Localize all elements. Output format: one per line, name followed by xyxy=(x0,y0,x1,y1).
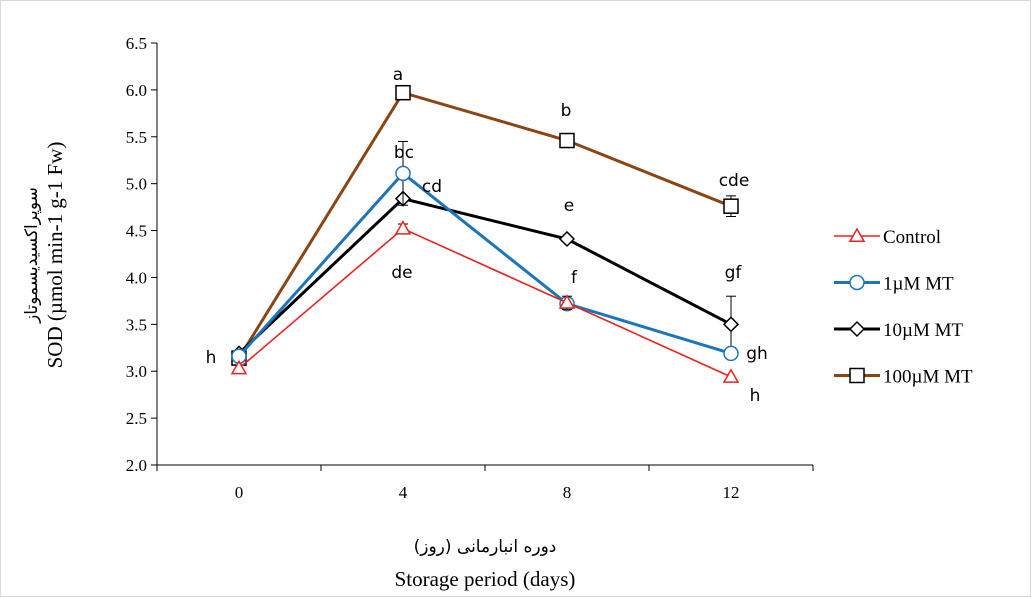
y-tick-label: 4.0 xyxy=(126,268,147,287)
y-axis-title-fa: سوپراکسیدیسموتاز xyxy=(22,187,42,324)
series-line xyxy=(238,227,732,378)
significance-letter: h xyxy=(206,348,217,368)
legend-label: Control xyxy=(883,227,941,248)
legend-item: 10µM MT xyxy=(834,320,963,341)
y-tick-label: 6.0 xyxy=(126,81,147,100)
legend: Control 1µM MT 10µM MT 100µM MT xyxy=(834,227,973,388)
x-tick-label: 0 xyxy=(235,483,244,502)
x-axis-title-fa: دوره انبارمانی (روز) xyxy=(414,537,557,557)
x-axis-title: Storage period (days) xyxy=(395,567,576,591)
data-point xyxy=(394,220,412,235)
x-tick-labels: 0 4 8 12 xyxy=(235,483,740,502)
significance-letter: gf xyxy=(725,263,743,283)
data-point xyxy=(230,359,248,375)
series-line xyxy=(237,171,732,358)
legend-label: 10µM MT xyxy=(883,320,963,341)
y-tick-label: 3.5 xyxy=(126,315,147,334)
y-tick-label: 5.0 xyxy=(126,175,147,194)
series-10-m-mt xyxy=(230,190,740,362)
y-tick-label: 6.5 xyxy=(126,34,147,53)
y-tick-label: 4.5 xyxy=(126,222,147,241)
data-point xyxy=(723,198,739,214)
y-tick-label: 3.0 xyxy=(126,362,147,381)
y-tick-label: 5.5 xyxy=(126,128,147,147)
data-point xyxy=(395,84,411,101)
significance-letter: bc xyxy=(394,143,414,163)
series-1-m-mt xyxy=(231,140,739,364)
series-group xyxy=(230,84,740,383)
axes xyxy=(151,42,814,471)
x-tick-label: 8 xyxy=(563,483,572,502)
significance-letter: de xyxy=(391,263,412,283)
data-point xyxy=(558,294,576,309)
y-tick-label: 2.5 xyxy=(126,409,147,428)
legend-label: 1µM MT xyxy=(883,274,954,295)
x-tick-label: 12 xyxy=(723,483,740,502)
x-tick-label: 4 xyxy=(399,483,408,502)
significance-letter: cd xyxy=(422,177,442,197)
data-point xyxy=(559,132,575,149)
legend-marker xyxy=(849,367,865,384)
y-tick-labels: 2.0 2.5 3.0 3.5 4.0 4.5 5.0 5.5 6.0 6.5 xyxy=(126,34,147,475)
legend-marker xyxy=(848,320,866,338)
data-point xyxy=(722,368,740,383)
significance-letter: gh xyxy=(746,344,768,364)
significance-letter: a xyxy=(393,65,403,85)
significance-letter: cde xyxy=(719,171,750,191)
significance-letter: h xyxy=(750,386,761,406)
data-point xyxy=(558,230,576,248)
data-point xyxy=(722,316,740,333)
series-100-m-mt xyxy=(231,84,739,366)
significance-letter: e xyxy=(564,196,574,216)
legend-label: 100µM MT xyxy=(883,367,973,388)
significance-letter: b xyxy=(561,101,572,121)
legend-item: Control xyxy=(834,227,941,248)
y-tick-label: 2.0 xyxy=(126,456,147,475)
series-line xyxy=(237,197,732,355)
legend-item: 100µM MT xyxy=(834,367,973,388)
series-control xyxy=(230,220,740,383)
y-axis-title: SOD (µmol min-1 g-1 Fw) xyxy=(43,142,67,369)
significance-letter: f xyxy=(571,268,578,288)
data-point xyxy=(723,345,739,362)
legend-item: 1µM MT xyxy=(834,274,954,295)
data-point xyxy=(395,165,411,182)
legend-marker xyxy=(848,227,866,242)
series-line xyxy=(237,90,732,359)
legend-marker xyxy=(849,274,865,291)
